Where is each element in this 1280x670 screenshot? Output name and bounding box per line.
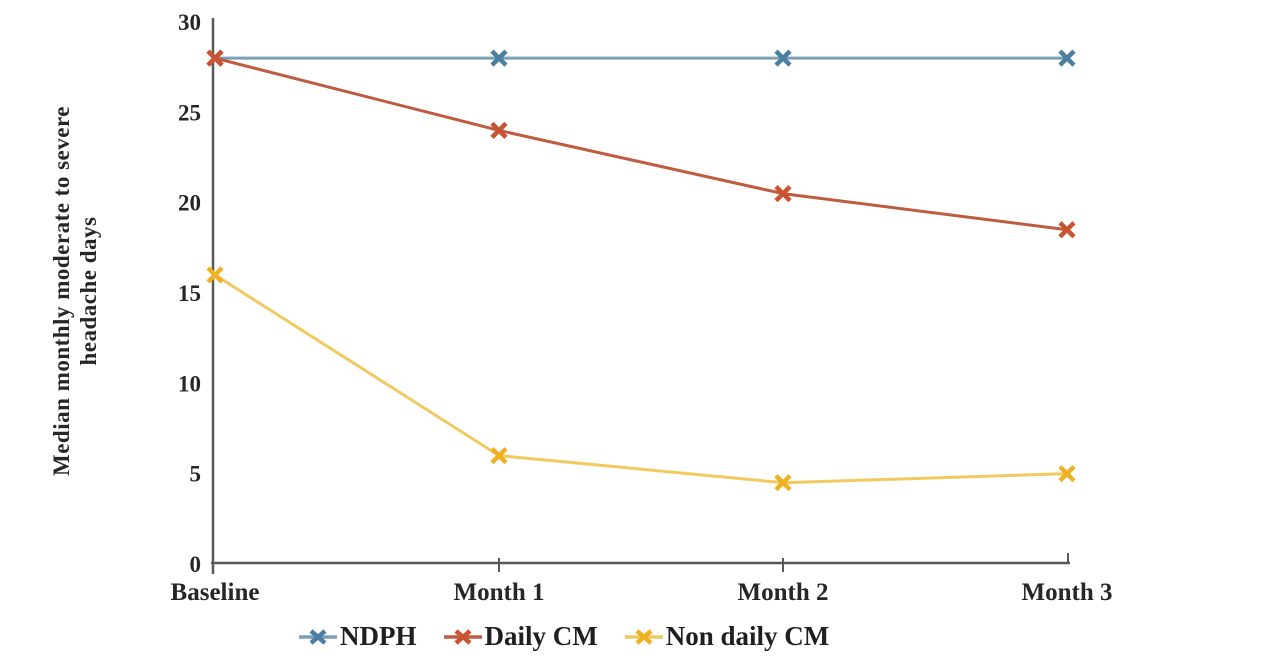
y-tick-label: 25 (178, 100, 201, 125)
legend: NDPH Daily CM Non daily CM (298, 615, 829, 657)
legend-marker-icon (443, 629, 482, 645)
legend-label: NDPH (340, 620, 417, 651)
marker-ndph (490, 49, 508, 67)
legend-label: Non daily CM (665, 620, 830, 651)
y-tick-label: 30 (178, 10, 201, 35)
legend-item-daily-cm: Daily CM (443, 621, 598, 652)
marker-ndph (1058, 49, 1076, 67)
legend-item-ndph: NDPH (298, 621, 417, 652)
legend-marker-icon (299, 629, 337, 645)
y-tick-label: 20 (178, 191, 201, 216)
marker-non-daily-cm (774, 474, 792, 492)
x-tick-label: Month 3 (1022, 579, 1113, 606)
marker-daily-cm (490, 121, 508, 139)
series-line-daily-cm (214, 56, 1068, 232)
x-tick-label: Month 1 (454, 579, 545, 606)
y-tick-label: 15 (178, 281, 201, 306)
marker-non-daily-cm (1058, 465, 1076, 483)
y-tick-label: 5 (190, 462, 202, 487)
y-axis-title: Median monthly moderate to severe headac… (48, 56, 106, 526)
marker-non-daily-cm (206, 266, 224, 284)
y-axis-title-line1: Median monthly moderate to severe (49, 106, 74, 476)
marker-daily-cm (774, 185, 792, 203)
y-tick-label: 0 (190, 552, 202, 577)
marker-daily-cm (206, 49, 224, 67)
series-line-non-daily-cm (214, 273, 1068, 485)
x-tick-label: Baseline (171, 579, 260, 606)
marker-daily-cm (1058, 221, 1076, 239)
marker-ndph (774, 49, 792, 67)
legend-marker-icon (624, 629, 663, 645)
y-tick-label: 10 (178, 371, 201, 396)
y-axis-title-line2: headache days (76, 216, 101, 366)
legend-item-non-daily-cm: Non daily CM (624, 620, 830, 652)
legend-label: Daily CM (484, 620, 598, 651)
marker-non-daily-cm (490, 447, 508, 465)
x-tick-label: Month 2 (738, 579, 829, 606)
